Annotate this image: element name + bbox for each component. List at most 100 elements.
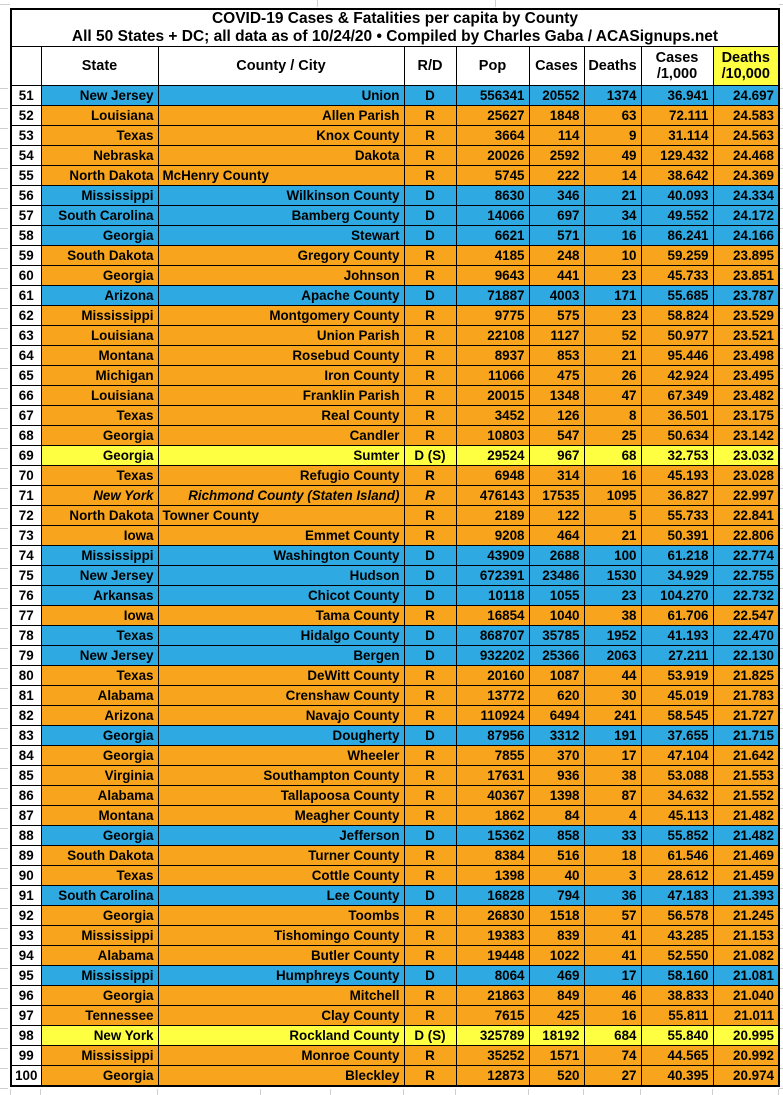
cell-deaths[interactable]: 57 bbox=[583, 905, 642, 926]
cell-county[interactable]: Butler County bbox=[157, 945, 405, 966]
cell-rd[interactable]: R bbox=[403, 865, 457, 886]
cell-rank[interactable]: 90 bbox=[10, 865, 42, 886]
cell-cases-per-1000[interactable]: 50.977 bbox=[640, 325, 714, 346]
cell-deaths[interactable]: 27 bbox=[583, 1065, 642, 1087]
cell-county[interactable]: Chicot County bbox=[157, 585, 405, 606]
cell-deaths[interactable]: 38 bbox=[583, 605, 642, 626]
cell-cases[interactable]: 4003 bbox=[528, 285, 585, 306]
cell-cases-per-1000[interactable]: 95.446 bbox=[640, 345, 714, 366]
cell-cases[interactable]: 464 bbox=[528, 525, 585, 546]
cell-pop[interactable]: 10118 bbox=[455, 585, 530, 606]
cell-cases[interactable]: 6494 bbox=[528, 705, 585, 726]
cell-cases-per-1000[interactable]: 53.088 bbox=[640, 765, 714, 786]
cell-cases-per-1000[interactable]: 45.733 bbox=[640, 265, 714, 286]
cell-cases-per-1000[interactable]: 86.241 bbox=[640, 225, 714, 246]
cell-state[interactable]: Alabama bbox=[40, 685, 159, 706]
cell-rank[interactable]: 76 bbox=[10, 585, 42, 606]
cell-rank[interactable]: 92 bbox=[10, 905, 42, 926]
cell-state[interactable]: Arkansas bbox=[40, 585, 159, 606]
cell-state[interactable]: South Dakota bbox=[40, 245, 159, 266]
header-cases[interactable]: Cases bbox=[528, 46, 585, 86]
cell-rd[interactable]: R bbox=[403, 985, 457, 1006]
cell-state[interactable]: New Jersey bbox=[40, 85, 159, 106]
cell-pop[interactable]: 9208 bbox=[455, 525, 530, 546]
cell-cases[interactable]: 2688 bbox=[528, 545, 585, 566]
cell-county[interactable]: Iron County bbox=[157, 365, 405, 386]
cell-cases[interactable]: 25366 bbox=[528, 645, 585, 666]
cell-rd[interactable]: R bbox=[403, 505, 457, 526]
cell-cases-per-1000[interactable]: 45.113 bbox=[640, 805, 714, 826]
cell-pop[interactable]: 8630 bbox=[455, 185, 530, 206]
cell-deaths[interactable]: 33 bbox=[583, 825, 642, 846]
header-rd[interactable]: R/D bbox=[403, 46, 457, 86]
cell-county[interactable]: Mitchell bbox=[157, 985, 405, 1006]
cell-deaths-per-10000[interactable]: 23.175 bbox=[712, 405, 780, 426]
cell-deaths-per-10000[interactable]: 24.369 bbox=[712, 165, 780, 186]
cell-cases-per-1000[interactable]: 58.545 bbox=[640, 705, 714, 726]
header-pop[interactable]: Pop bbox=[455, 46, 530, 86]
cell-county[interactable]: McHenry County bbox=[157, 165, 405, 186]
cell-county[interactable]: Tallapoosa County bbox=[157, 785, 405, 806]
cell-cases-per-1000[interactable]: 52.550 bbox=[640, 945, 714, 966]
cell-rd[interactable]: D (S) bbox=[403, 445, 457, 466]
cell-deaths[interactable]: 23 bbox=[583, 265, 642, 286]
cell-cases[interactable]: 1518 bbox=[528, 905, 585, 926]
cell-rd[interactable]: R bbox=[403, 165, 457, 186]
cell-state[interactable]: Georgia bbox=[40, 905, 159, 926]
cell-rd[interactable]: R bbox=[403, 425, 457, 446]
cell-rank[interactable]: 93 bbox=[10, 925, 42, 946]
cell-deaths-per-10000[interactable]: 21.393 bbox=[712, 885, 780, 906]
cell-deaths-per-10000[interactable]: 21.642 bbox=[712, 745, 780, 766]
cell-deaths[interactable]: 18 bbox=[583, 845, 642, 866]
cell-cases[interactable]: 849 bbox=[528, 985, 585, 1006]
cell-county[interactable]: Washington County bbox=[157, 545, 405, 566]
cell-cases-per-1000[interactable]: 50.391 bbox=[640, 525, 714, 546]
cell-pop[interactable]: 35252 bbox=[455, 1045, 530, 1066]
cell-cases[interactable]: 370 bbox=[528, 745, 585, 766]
cell-deaths-per-10000[interactable]: 24.166 bbox=[712, 225, 780, 246]
cell-deaths-per-10000[interactable]: 22.755 bbox=[712, 565, 780, 586]
cell-cases-per-1000[interactable]: 58.160 bbox=[640, 965, 714, 986]
cell-pop[interactable]: 6621 bbox=[455, 225, 530, 246]
cell-cases-per-1000[interactable]: 45.193 bbox=[640, 465, 714, 486]
cell-cases[interactable]: 40 bbox=[528, 865, 585, 886]
cell-deaths-per-10000[interactable]: 22.997 bbox=[712, 485, 780, 506]
cell-cases-per-1000[interactable]: 36.827 bbox=[640, 485, 714, 506]
cell-rank[interactable]: 79 bbox=[10, 645, 42, 666]
cell-deaths[interactable]: 68 bbox=[583, 445, 642, 466]
cell-rank[interactable]: 64 bbox=[10, 345, 42, 366]
cell-deaths[interactable]: 23 bbox=[583, 305, 642, 326]
cell-state[interactable]: Alabama bbox=[40, 785, 159, 806]
cell-pop[interactable]: 6948 bbox=[455, 465, 530, 486]
cell-deaths-per-10000[interactable]: 21.715 bbox=[712, 725, 780, 746]
cell-rd[interactable]: R bbox=[403, 745, 457, 766]
cell-pop[interactable]: 15362 bbox=[455, 825, 530, 846]
cell-pop[interactable]: 8064 bbox=[455, 965, 530, 986]
cell-rank[interactable]: 85 bbox=[10, 765, 42, 786]
cell-pop[interactable]: 932202 bbox=[455, 645, 530, 666]
cell-state[interactable]: Mississippi bbox=[40, 185, 159, 206]
cell-cases-per-1000[interactable]: 49.552 bbox=[640, 205, 714, 226]
cell-state[interactable]: Georgia bbox=[40, 725, 159, 746]
cell-rank[interactable]: 95 bbox=[10, 965, 42, 986]
cell-rd[interactable]: R bbox=[403, 265, 457, 286]
cell-cases-per-1000[interactable]: 28.612 bbox=[640, 865, 714, 886]
cell-rd[interactable]: D bbox=[403, 185, 457, 206]
cell-rank[interactable]: 78 bbox=[10, 625, 42, 646]
cell-deaths[interactable]: 8 bbox=[583, 405, 642, 426]
cell-cases-per-1000[interactable]: 104.270 bbox=[640, 585, 714, 606]
cell-cases-per-1000[interactable]: 61.218 bbox=[640, 545, 714, 566]
cell-state[interactable]: South Carolina bbox=[40, 885, 159, 906]
cell-state[interactable]: Texas bbox=[40, 665, 159, 686]
cell-cases-per-1000[interactable]: 34.929 bbox=[640, 565, 714, 586]
cell-rd[interactable]: D (S) bbox=[403, 1025, 457, 1046]
cell-cases-per-1000[interactable]: 58.824 bbox=[640, 305, 714, 326]
cell-county[interactable]: Dakota bbox=[157, 145, 405, 166]
cell-county[interactable]: Crenshaw County bbox=[157, 685, 405, 706]
cell-deaths-per-10000[interactable]: 22.806 bbox=[712, 525, 780, 546]
cell-cases[interactable]: 1571 bbox=[528, 1045, 585, 1066]
cell-rank[interactable]: 62 bbox=[10, 305, 42, 326]
cell-cases-per-1000[interactable]: 47.104 bbox=[640, 745, 714, 766]
cell-county[interactable]: Towner County bbox=[157, 505, 405, 526]
cell-cases-per-1000[interactable]: 72.111 bbox=[640, 105, 714, 126]
